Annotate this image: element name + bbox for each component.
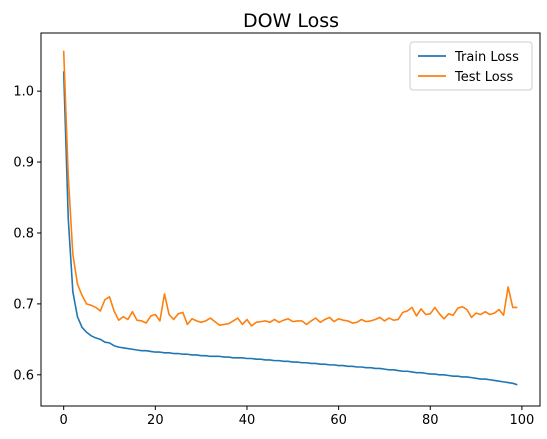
x-tick-label: 20 <box>147 413 164 428</box>
y-tick-label: 0.9 <box>13 156 34 171</box>
legend-box <box>409 41 533 91</box>
x-tick-label: 60 <box>330 413 347 428</box>
x-tick-label: 80 <box>422 413 439 428</box>
y-tick-label: 0.7 <box>13 297 34 312</box>
x-tick-label: 0 <box>60 413 68 428</box>
x-tick-label: 100 <box>509 413 534 428</box>
series-lines <box>62 50 518 386</box>
axis-ticks: 0 20 40 60 80 100 0.6 0.7 0.8 0.9 1.0 <box>13 85 534 428</box>
series-line-train-loss <box>62 71 518 386</box>
y-tick-label: 0.8 <box>13 226 34 241</box>
chart-title: DOW Loss <box>243 10 339 32</box>
x-tick-label: 40 <box>239 413 256 428</box>
legend-label-train-loss: Train Loss <box>454 50 519 65</box>
legend-label-test-loss: Test Loss <box>454 70 513 85</box>
y-tick-label: 0.6 <box>13 368 34 383</box>
legend: Train Loss Test Loss <box>409 41 533 91</box>
y-tick-label: 1.0 <box>13 85 34 100</box>
plot-frame <box>40 32 541 407</box>
series-line-test-loss <box>62 50 518 327</box>
